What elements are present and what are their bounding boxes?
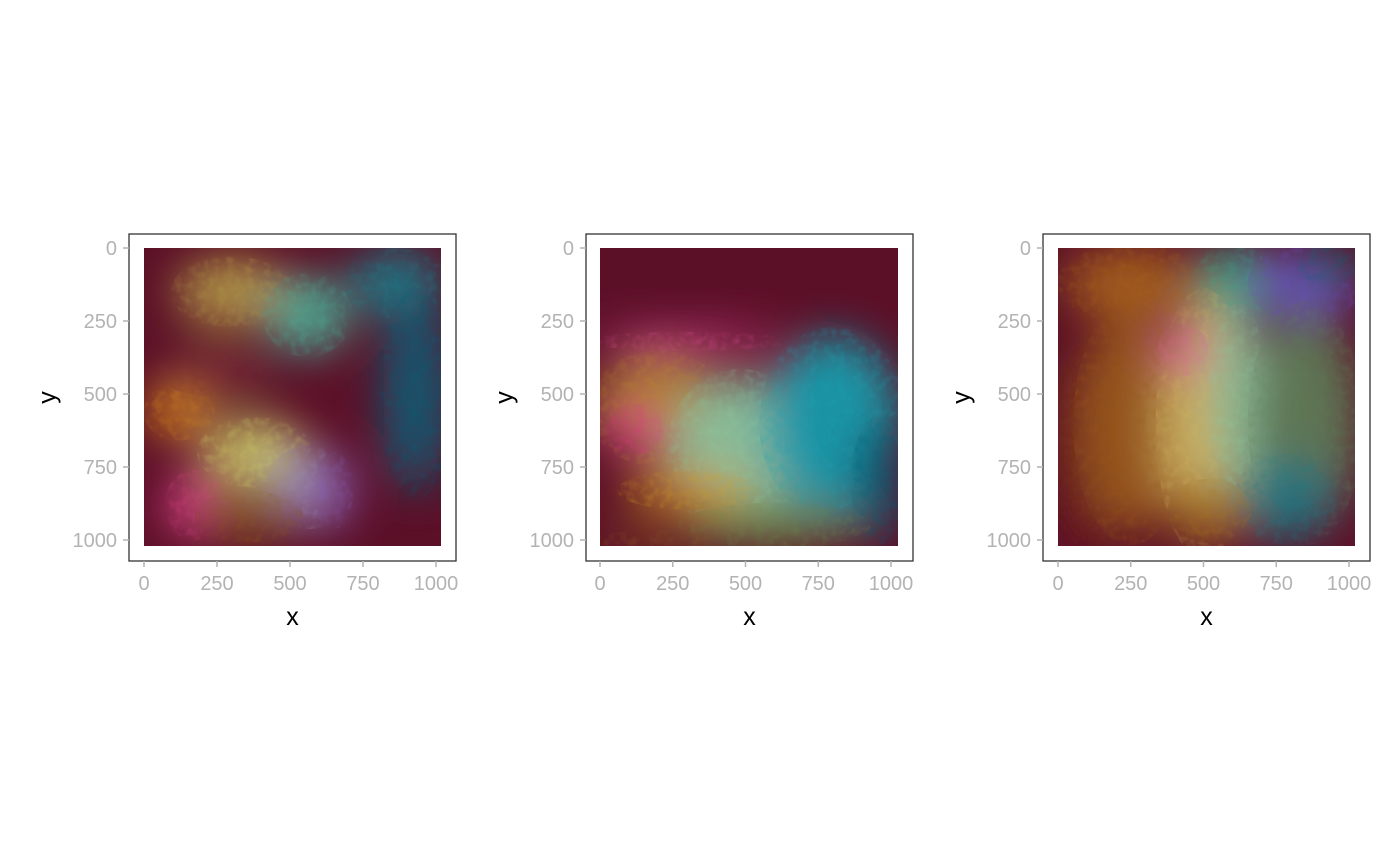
y-tick-label: 250 [84,311,117,333]
x-tick-label: 0 [138,573,149,595]
x-tick-label: 500 [273,573,306,595]
x-tick-label: 750 [802,573,835,595]
tissue-texture [194,490,304,543]
tissue-texture [606,403,664,455]
tissue-texture [1167,478,1251,543]
y-tick-label: 250 [541,311,574,333]
x-tick-label: 750 [1260,573,1293,595]
y-axis-title: y [491,391,519,404]
y-tick-label: 1000 [987,530,1032,552]
x-tick-label: 500 [1187,573,1220,595]
y-tick-label: 500 [998,384,1031,406]
y-tick-label: 0 [563,238,574,260]
x-tick-label: 1000 [1327,573,1372,595]
x-tick-label: 250 [656,573,689,595]
panel-left: 0 250 500 750 1000 0 250 500 750 1000 x y [34,233,459,631]
panels: 0 250 500 750 1000 0 250 500 750 1000 x y 0 250 500 750… [34,233,1372,631]
x-tick-label: 500 [729,573,762,595]
tissue-texture [616,471,758,510]
tissue-texture [1073,301,1189,546]
y-tick-label: 500 [84,384,117,406]
y-tick-label: 1000 [73,530,118,552]
tissue-image [144,248,441,546]
texture-layer [144,248,441,543]
y-tick-label: 500 [541,384,574,406]
y-tick-label: 0 [1020,238,1031,260]
y-axis-title: y [34,391,62,404]
x-tick-label: 1000 [414,573,459,595]
y-tick-label: 750 [84,457,117,479]
x-tick-label: 0 [1052,573,1063,595]
y-tick-label: 0 [106,238,117,260]
x-axis-title: x [743,603,756,631]
texture-layer [1058,248,1355,546]
tissue-texture [850,417,898,546]
tissue-image [600,248,898,546]
tissue-image [1058,248,1355,546]
texture-layer [600,326,898,546]
panel-center: 0 250 500 750 1000 0 250 500 750 1000 x y [491,233,914,631]
x-tick-label: 250 [200,573,233,595]
tissue-texture [1296,248,1355,285]
tissue-texture [156,344,272,397]
tissue-texture [1058,248,1205,322]
panel-right: 0 250 500 750 1000 0 250 500 750 1000 x y [948,233,1372,631]
x-tick-label: 0 [594,573,605,595]
x-axis-title: x [1200,603,1213,631]
y-tick-label: 250 [998,311,1031,333]
tissue-texture [144,382,215,441]
tissue-texture [600,530,723,546]
y-tick-label: 1000 [530,530,575,552]
tissue-texture [314,451,354,529]
tissue-texture [380,288,441,500]
tissue-texture [262,273,353,357]
tissue-texture [678,502,871,546]
tissue-texture [1157,324,1209,376]
x-tick-label: 1000 [869,573,914,595]
x-tick-label: 250 [1114,573,1147,595]
tissue-texture [1233,454,1337,545]
y-tick-label: 750 [998,457,1031,479]
x-axis-title: x [286,603,299,631]
y-axis-title: y [948,391,976,404]
tissue-texture [170,256,293,328]
y-tick-label: 750 [541,457,574,479]
x-tick-label: 750 [346,573,379,595]
tissue-texture [600,331,790,352]
